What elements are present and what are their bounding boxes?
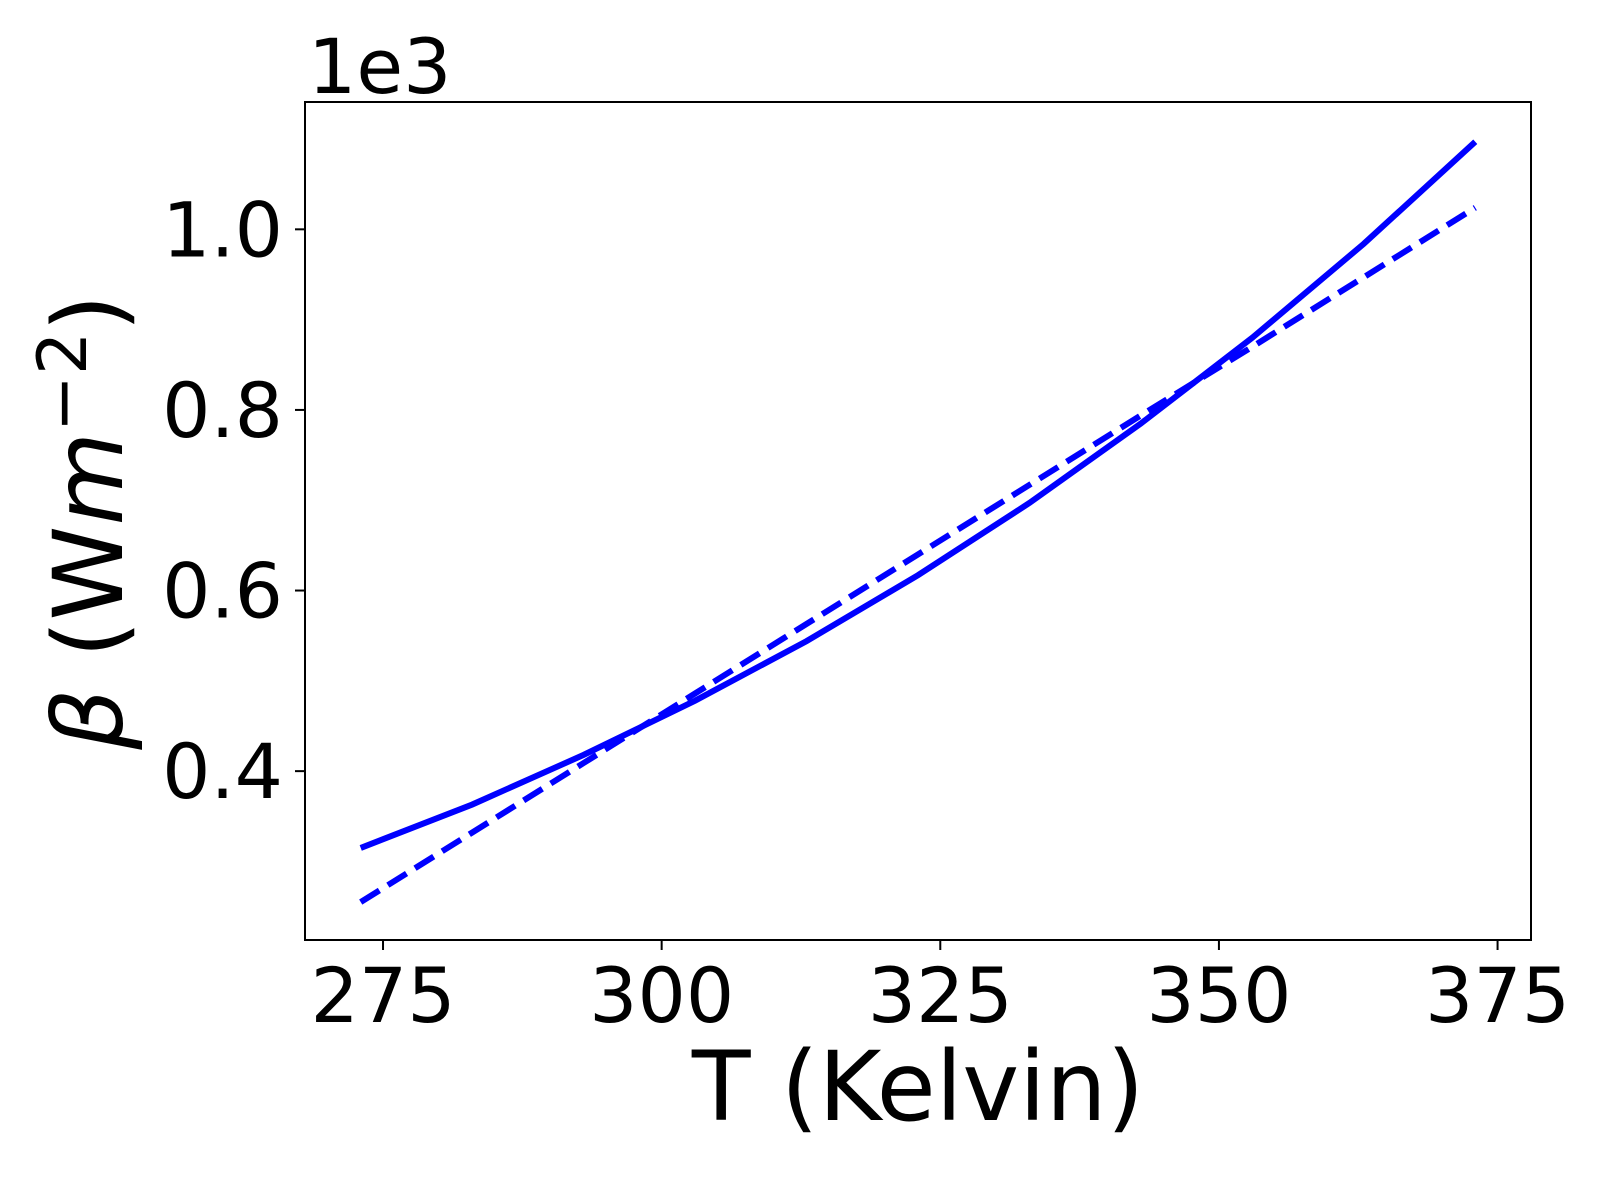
x-tick-label: 300 <box>589 951 734 1040</box>
x-tick-label: 275 <box>310 951 455 1040</box>
y-label-close: ) <box>33 294 145 331</box>
y-label-sup: −2 <box>24 332 103 432</box>
y-tick-label: 0.8 <box>162 366 283 455</box>
series-line <box>359 139 1478 851</box>
x-axis-label: T (Kelvin) <box>691 1031 1144 1143</box>
y-axis-label: β (Wm−2) <box>24 294 145 750</box>
y-label-symbol: β <box>33 688 145 750</box>
y-label-open: (W <box>33 526 145 689</box>
y-tick-label: 0.6 <box>162 547 283 636</box>
x-tick-label: 325 <box>868 951 1013 1040</box>
x-tick-label: 350 <box>1146 951 1291 1040</box>
y-tick-label: 1.0 <box>162 185 283 274</box>
offset-text: 1e3 <box>308 22 451 111</box>
plot-frame <box>304 101 1532 941</box>
x-tick-label: 375 <box>1425 951 1570 1040</box>
y-label-unit: m <box>33 432 145 526</box>
y-tick-label: 0.4 <box>162 727 283 816</box>
series-line <box>359 205 1477 905</box>
